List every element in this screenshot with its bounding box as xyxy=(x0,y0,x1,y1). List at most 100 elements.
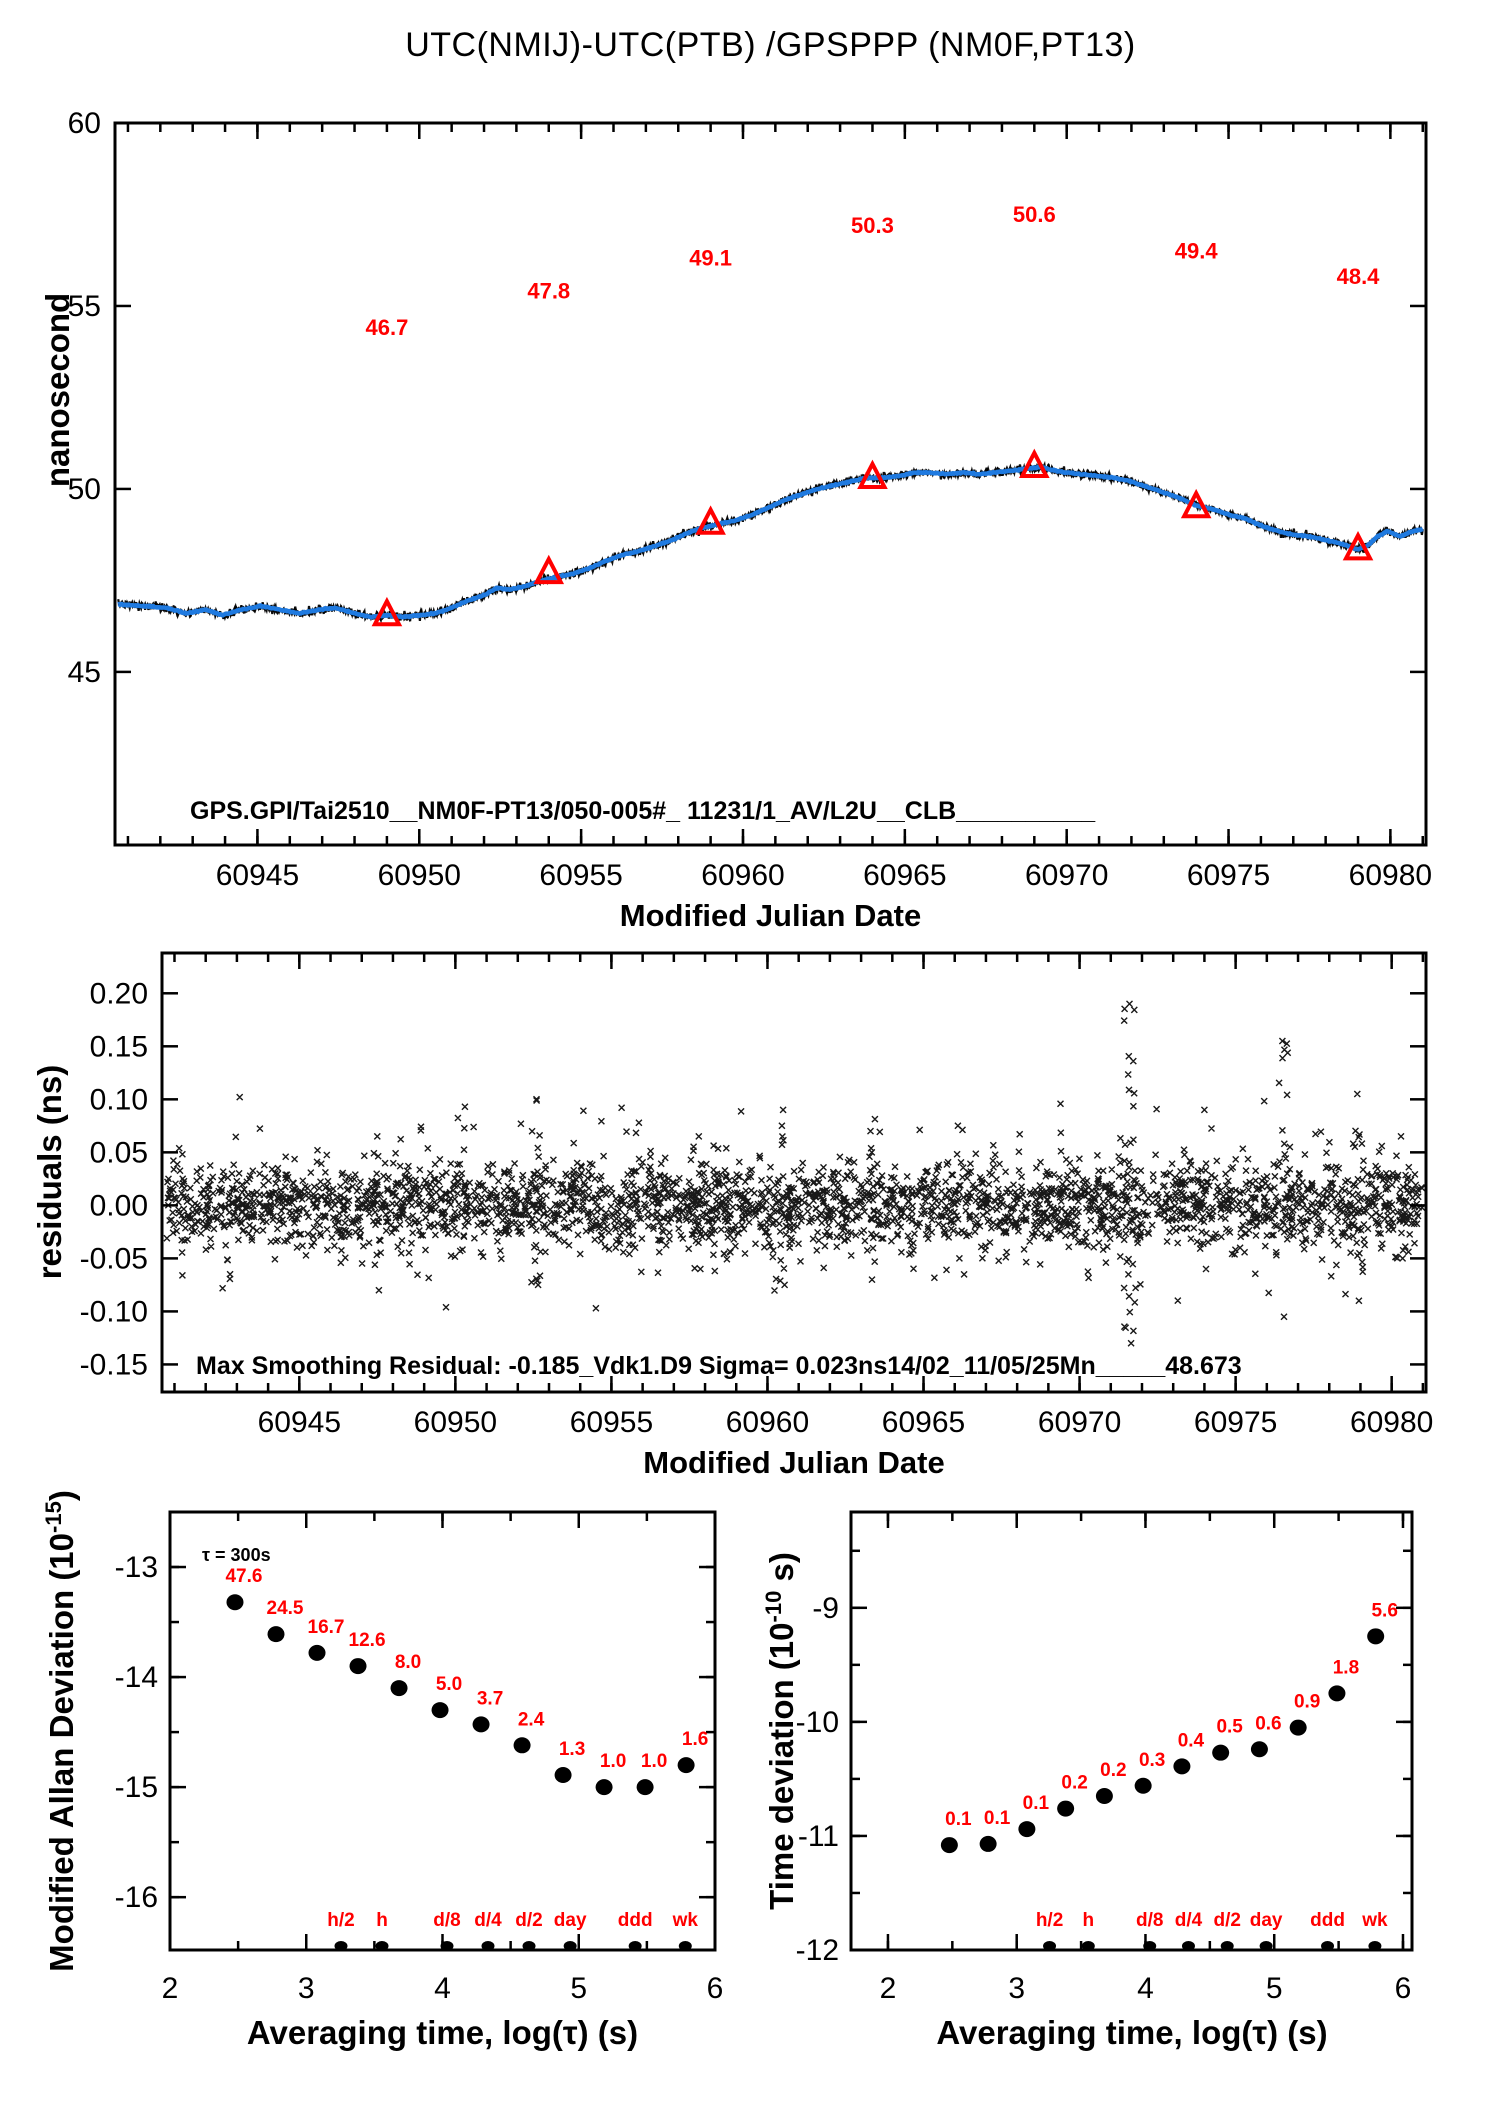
svg-text:4: 4 xyxy=(434,1972,451,2005)
svg-text:d/8: d/8 xyxy=(433,1910,460,1931)
svg-text:0.4: 0.4 xyxy=(1178,1730,1205,1751)
svg-text:h: h xyxy=(1082,1910,1094,1931)
svg-text:ddd: ddd xyxy=(618,1910,653,1931)
svg-text:0.6: 0.6 xyxy=(1255,1713,1281,1734)
svg-text:0.20: 0.20 xyxy=(90,977,148,1010)
svg-text:-16: -16 xyxy=(115,1881,158,1914)
svg-text:12.6: 12.6 xyxy=(349,1630,386,1651)
phase-annotation: GPS.GPI/Tai2510__NM0F-PT13/050-005#_ 112… xyxy=(190,797,1096,825)
svg-text:day: day xyxy=(1250,1910,1283,1931)
svg-text:day: day xyxy=(554,1910,587,1931)
svg-text:60: 60 xyxy=(68,107,101,140)
svg-text:1.0: 1.0 xyxy=(600,1751,626,1772)
svg-text:60960: 60960 xyxy=(726,1406,809,1439)
svg-text:50: 50 xyxy=(68,473,101,506)
svg-text:8.0: 8.0 xyxy=(395,1652,421,1673)
residuals-annotation: Max Smoothing Residual: -0.185_Vdk1.D9 S… xyxy=(196,1352,1242,1380)
svg-text:h/2: h/2 xyxy=(1036,1910,1063,1931)
svg-text:0.2: 0.2 xyxy=(1061,1773,1087,1794)
svg-text:5: 5 xyxy=(1266,1972,1283,2005)
svg-text:-12: -12 xyxy=(796,1934,839,1967)
phase-y-axis-label: nanosecond xyxy=(39,292,76,488)
svg-text:0.3: 0.3 xyxy=(1139,1750,1165,1771)
mdev-x-axis-label: Averaging time, log(τ) (s) xyxy=(246,2014,639,2051)
svg-text:3: 3 xyxy=(298,1972,315,2005)
phase-difference-panel: 60945 60950 60955 60960 60965 60970 60975 60980… xyxy=(68,107,1432,892)
svg-text:0.1: 0.1 xyxy=(984,1808,1011,1829)
svg-text:wk: wk xyxy=(1361,1910,1388,1931)
svg-text:5: 5 xyxy=(570,1972,587,2005)
svg-text:0.1: 0.1 xyxy=(1023,1793,1050,1814)
tdev-y-axis-label-text: Time deviation (10 xyxy=(763,1622,800,1910)
svg-text:0.9: 0.9 xyxy=(1294,1692,1320,1713)
svg-text:47.8: 47.8 xyxy=(527,279,570,304)
svg-text:0.10: 0.10 xyxy=(90,1083,148,1116)
svg-text:2: 2 xyxy=(162,1972,179,2005)
svg-text:60975: 60975 xyxy=(1187,859,1270,892)
svg-text:-0.10: -0.10 xyxy=(80,1295,148,1328)
svg-text:60955: 60955 xyxy=(570,1406,653,1439)
svg-text:48.4: 48.4 xyxy=(1337,264,1381,289)
svg-text:0.00: 0.00 xyxy=(90,1189,148,1222)
svg-text:ddd: ddd xyxy=(1310,1910,1345,1931)
svg-text:0.5: 0.5 xyxy=(1216,1717,1243,1738)
svg-text:3.7: 3.7 xyxy=(477,1688,503,1709)
svg-text:-15: -15 xyxy=(115,1771,158,1804)
svg-text:h: h xyxy=(376,1910,388,1931)
svg-text:46.7: 46.7 xyxy=(365,315,408,340)
modified-allan-deviation-panel: 2 3 4 5 6 -13 -14 -15 -16 47.624.516.712.6 8.0 5.0 3… xyxy=(115,1510,724,2005)
residuals-panel: 60945 60950 60955 60960 60965 60970 60975 60980… xyxy=(80,951,1433,1439)
residuals-y-axis-label: residuals (ns) xyxy=(31,1064,68,1280)
svg-text:-11: -11 xyxy=(798,1820,839,1853)
time-deviation-panel: 2 3 4 5 6 -9 -10 -11 -12 0.1 0.1 0.1 0.2 0.2 0.3 0.4 0.5… xyxy=(796,1510,1414,2005)
svg-text:0.15: 0.15 xyxy=(90,1030,148,1063)
svg-text:50.6: 50.6 xyxy=(1013,202,1056,227)
tdev-x-axis-label: Averaging time, log(τ) (s) xyxy=(936,2014,1328,2051)
svg-text:-13: -13 xyxy=(115,1551,158,1584)
svg-text:2: 2 xyxy=(880,1972,897,2005)
svg-text:47.6: 47.6 xyxy=(225,1566,262,1587)
svg-text:60950: 60950 xyxy=(378,859,461,892)
svg-text:d/8: d/8 xyxy=(1136,1910,1163,1931)
svg-text:60950: 60950 xyxy=(414,1406,497,1439)
svg-text:49.1: 49.1 xyxy=(689,246,732,271)
svg-text:60945: 60945 xyxy=(258,1406,341,1439)
tdev-y-axis-label-sup: -10 xyxy=(761,1590,786,1623)
svg-text:60980: 60980 xyxy=(1350,1406,1433,1439)
svg-text:60980: 60980 xyxy=(1349,859,1432,892)
mdev-y-axis-label-sup: -15 xyxy=(41,1501,66,1533)
figure-title: UTC(NMIJ)-UTC(PTB) /GPSPPP (NM0F,PT13) xyxy=(405,26,1136,64)
svg-text:16.7: 16.7 xyxy=(308,1617,345,1638)
svg-text:5.0: 5.0 xyxy=(436,1674,462,1695)
svg-text:5.6: 5.6 xyxy=(1371,1600,1397,1621)
svg-text:55: 55 xyxy=(68,290,101,323)
svg-text:-0.05: -0.05 xyxy=(80,1242,148,1275)
svg-text:1.6: 1.6 xyxy=(682,1729,708,1750)
svg-text:d/2: d/2 xyxy=(515,1910,542,1931)
mdev-y-axis-label-close: ) xyxy=(43,1490,80,1502)
svg-text:60970: 60970 xyxy=(1038,1406,1121,1439)
svg-text:24.5: 24.5 xyxy=(267,1598,304,1619)
tau-note: τ = 300s xyxy=(202,1545,271,1565)
svg-text:0.1: 0.1 xyxy=(945,1809,972,1830)
svg-text:3: 3 xyxy=(1008,1972,1025,2005)
svg-text:45: 45 xyxy=(68,656,101,689)
phase-x-axis-label: Modified Julian Date xyxy=(619,898,922,933)
residuals-x-axis-label: Modified Julian Date xyxy=(643,1445,945,1480)
tdev-y-axis-label: Time deviation (10-10 s) xyxy=(761,1552,801,1910)
svg-text:d/4: d/4 xyxy=(1175,1910,1203,1931)
svg-text:6: 6 xyxy=(1395,1972,1412,2005)
svg-text:60965: 60965 xyxy=(882,1406,965,1439)
mdev-y-axis-label: Modified Allan Deviation (10-15) xyxy=(41,1490,81,1972)
mdev-y-axis-label-text: Modified Allan Deviation (10 xyxy=(43,1532,80,1972)
svg-text:2.4: 2.4 xyxy=(518,1709,545,1730)
svg-text:60945: 60945 xyxy=(216,859,299,892)
svg-text:0.2: 0.2 xyxy=(1100,1760,1126,1781)
svg-text:60965: 60965 xyxy=(863,859,946,892)
svg-text:60960: 60960 xyxy=(701,859,784,892)
svg-text:1.8: 1.8 xyxy=(1333,1657,1359,1678)
svg-text:6: 6 xyxy=(707,1972,724,2005)
svg-text:-9: -9 xyxy=(812,1592,839,1625)
